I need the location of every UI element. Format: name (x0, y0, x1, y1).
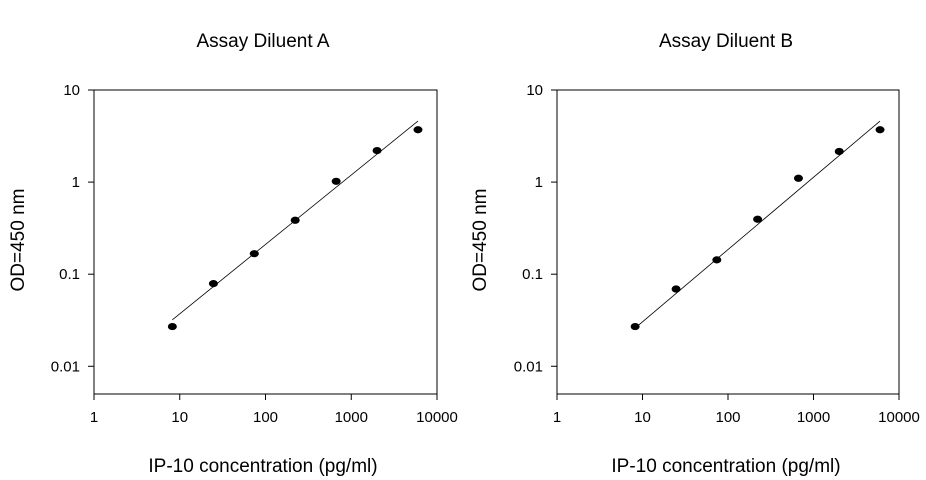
y-tick-label: 0.01 (51, 358, 80, 375)
x-axis-label: IP-10 concentration (pg/ml) (148, 456, 377, 477)
chart-assay-diluent-a: Assay Diluent A IP-10 concentration (pg/… (8, 31, 458, 477)
y-tick-label: 1 (535, 174, 543, 191)
x-tick-label: 1000 (335, 409, 368, 426)
x-tick-label: 1 (90, 409, 98, 426)
plot-frame (93, 89, 438, 395)
data-point (331, 177, 341, 185)
x-tick-label: 10 (634, 409, 651, 426)
data-point (875, 126, 885, 134)
data-point (249, 250, 259, 258)
x-axis-label: IP-10 concentration (pg/ml) (611, 456, 840, 477)
data-point (372, 146, 382, 155)
y-tick-label: 0.01 (514, 358, 543, 375)
plot-area: 1 10 100 1000 10000 0.01 0.1 1 10 (514, 82, 920, 426)
x-tick-label: 10000 (416, 409, 458, 426)
x-tick-label: 100 (715, 409, 740, 426)
x-tick-label: 100 (253, 409, 278, 426)
data-point (413, 126, 423, 134)
data-point (753, 215, 763, 223)
y-tick-label: 10 (526, 82, 543, 99)
x-tick-label: 10 (171, 409, 188, 426)
plot-area: 1 10 100 1000 10000 0.01 0.1 1 10 (51, 82, 458, 426)
plot-frame (556, 89, 900, 395)
y-axis-label: OD=450 nm (470, 189, 491, 292)
x-tick-label: 1000 (797, 409, 830, 426)
data-point (630, 322, 640, 331)
data-point (208, 280, 218, 288)
data-point (834, 147, 844, 156)
fit-line (634, 120, 881, 329)
chart-title: Assay Diluent A (196, 31, 329, 52)
chart-assay-diluent-b: Assay Diluent B IP-10 concentration (pg/… (470, 31, 920, 477)
chart-title: Assay Diluent B (659, 31, 793, 52)
data-point (712, 256, 722, 264)
data-point (290, 216, 300, 224)
y-tick-label: 1 (72, 174, 80, 191)
data-point (793, 174, 803, 182)
y-tick-label: 0.1 (59, 266, 80, 283)
x-tick-label: 1 (553, 409, 561, 426)
y-tick-label: 0.1 (522, 266, 543, 283)
y-tick-label: 10 (63, 82, 80, 99)
y-axis-label: OD=450 nm (8, 189, 29, 292)
x-tick-label: 10000 (878, 409, 920, 426)
data-point (167, 322, 177, 331)
data-point (671, 285, 681, 293)
